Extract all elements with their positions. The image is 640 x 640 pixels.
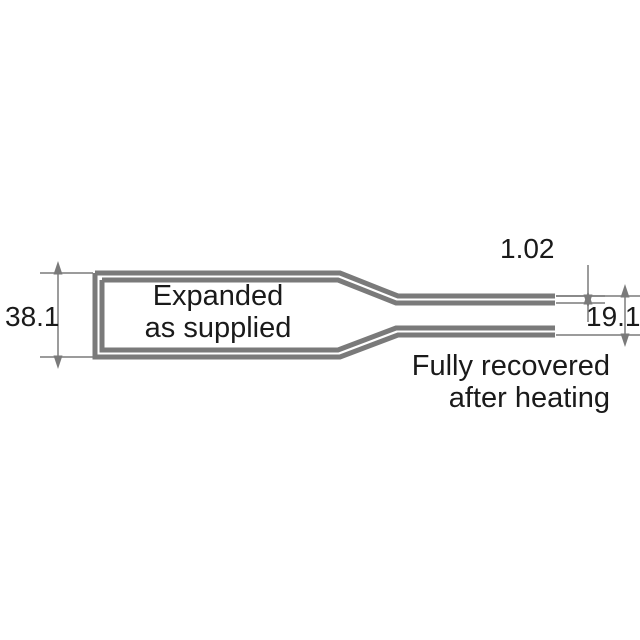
- tubing-diagram: 38.1 1.02 19.1 Expanded as supplied Full…: [0, 0, 640, 640]
- dim-right-value: 19.1: [586, 301, 640, 332]
- expanded-label-1: Expanded: [153, 280, 284, 312]
- expanded-label-2: as supplied: [145, 312, 292, 344]
- recovered-label-1: Fully recovered: [412, 350, 610, 382]
- recovered-label-2: after heating: [449, 382, 610, 414]
- dim-wall-value: 1.02: [500, 233, 555, 264]
- dim-left-value: 38.1: [5, 301, 60, 332]
